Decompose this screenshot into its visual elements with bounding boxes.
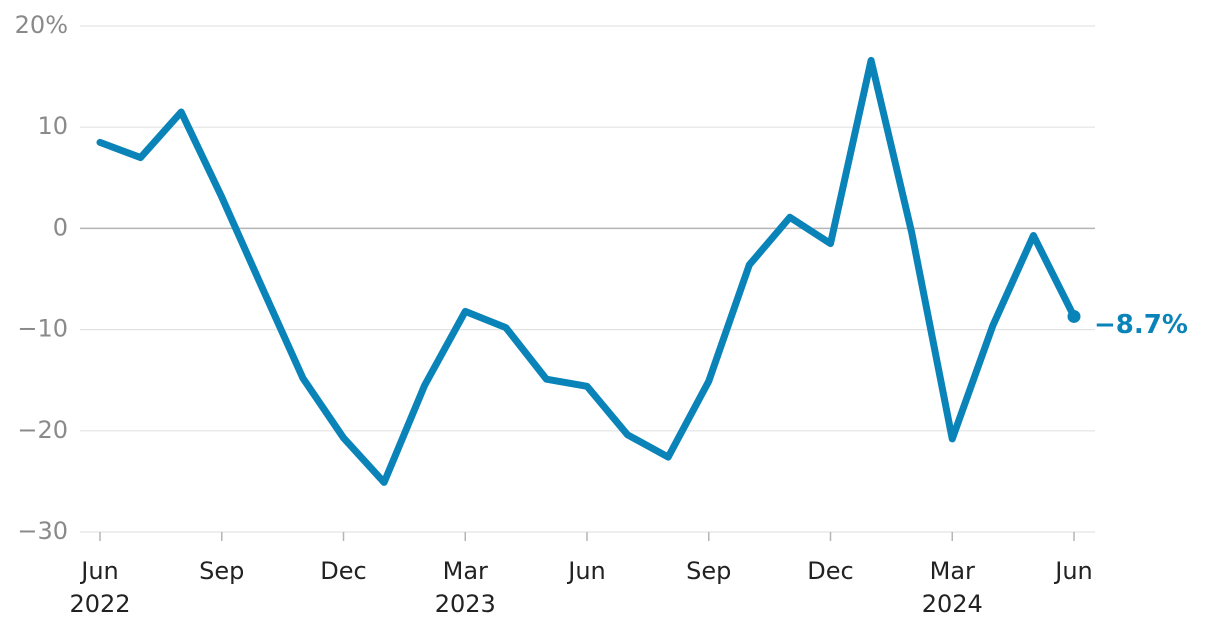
y-tick-label: 20% [15, 11, 68, 39]
x-tick-label: Jun [79, 557, 119, 585]
y-tick-label: 10 [37, 112, 68, 140]
x-year-label: 2024 [922, 590, 983, 618]
x-year-label: 2022 [69, 590, 130, 618]
x-tick-label: Mar [930, 557, 975, 585]
y-tick-label: −20 [17, 416, 68, 444]
end-point [1067, 309, 1081, 323]
value-label: −8.7% [1094, 310, 1188, 340]
x-tick-label: Dec [807, 557, 853, 585]
x-tick-label: Jun [1053, 557, 1093, 585]
x-tick-label: Dec [320, 557, 366, 585]
y-tick-label: 0 [53, 213, 68, 241]
x-tick-label: Sep [199, 557, 244, 585]
y-tick-label: −30 [17, 517, 68, 545]
x-year-label: 2023 [435, 590, 496, 618]
line [96, 56, 1078, 486]
x-tick-label: Sep [686, 557, 731, 585]
y-tick-label: −10 [17, 315, 68, 343]
x-tick-label: Mar [443, 557, 488, 585]
x-tick-label: Jun [566, 557, 606, 585]
